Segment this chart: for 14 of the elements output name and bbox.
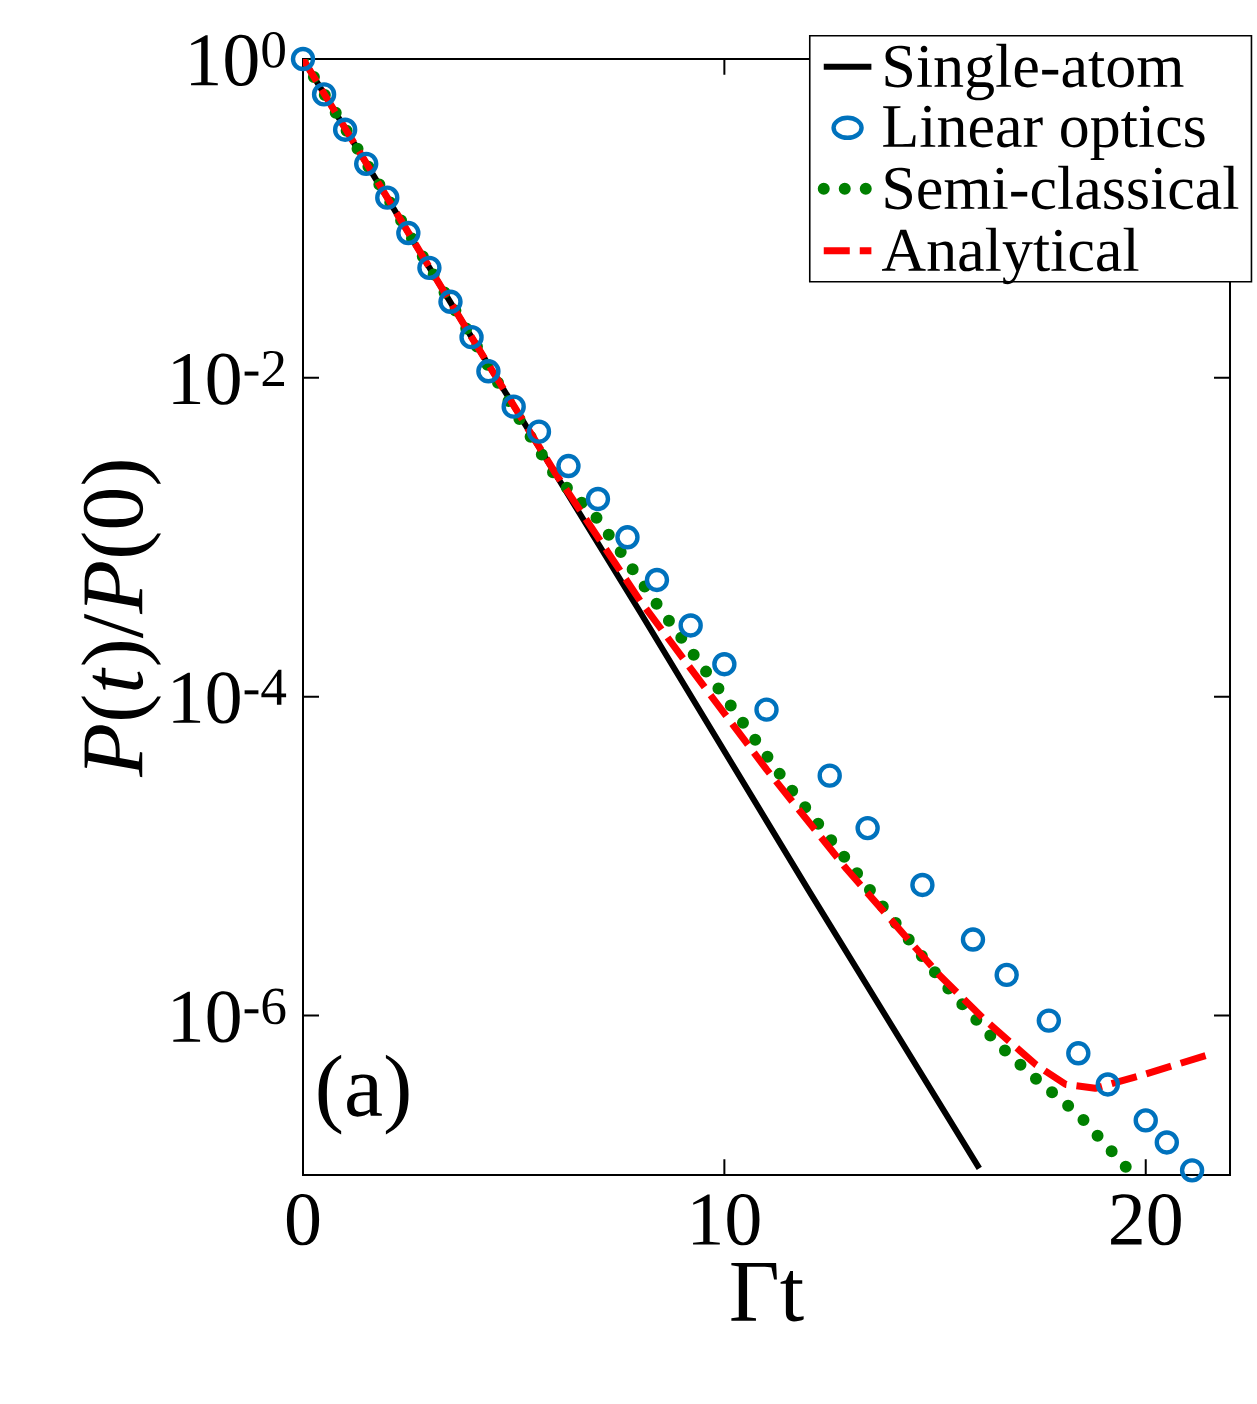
y-axis-title: P(t)/P(0) <box>81 461 161 778</box>
y-tick-label: 10$^{0}$ <box>191 31 285 87</box>
legend-label: Semi-classical <box>885 165 1239 210</box>
legend-label: Linear optics <box>883 105 1205 161</box>
x-tick-label: 20 <box>1111 1194 1181 1246</box>
annotation: (a) <box>318 1054 409 1135</box>
x-tick-label: 0 <box>286 1194 320 1246</box>
x-tick-label: 10 <box>693 1194 760 1246</box>
legend-label: Single-atom <box>885 43 1184 101</box>
y-tick-label: 10$^{-2}$ <box>173 350 285 405</box>
y-tick-label: 10$^{-6}$ <box>173 988 286 1043</box>
x-axis-title: Γt <box>731 1263 804 1322</box>
legend-label: Analytical <box>881 227 1139 285</box>
y-tick-label: 10$^{-4}$ <box>173 669 287 724</box>
